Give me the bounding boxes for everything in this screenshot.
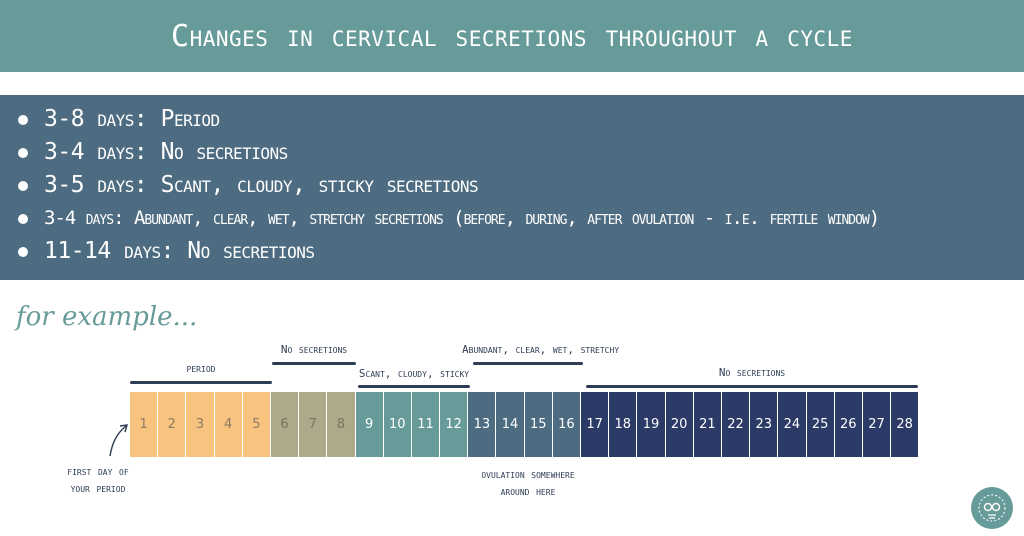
title-banner: Changes in cervical secretions throughou… [0,0,1024,72]
cycle-day-17: 17 [581,392,609,457]
cycle-day-7: 7 [299,392,327,457]
curved-arrow-icon [109,424,128,457]
cycle-day-2: 2 [158,392,186,457]
bullet-dot [18,213,28,224]
cycle-day-27: 27 [862,392,891,457]
page-title: Changes in cervical secretions throughou… [171,18,853,54]
cycle-day-6: 6 [270,392,299,457]
lightbulb-owl-logo-icon [971,487,1013,529]
example-heading: for example... [16,302,198,332]
cycle-day-22: 22 [721,392,750,457]
ovulation-note: ovulation somewhere around here [481,468,575,498]
cycle-day-15: 15 [524,392,552,457]
summary-panel: 3-8 days: Period 3-4 days: No secretions… [0,95,1024,280]
cycle-day-16: 16 [552,392,580,457]
phase-bar-abundant [473,362,583,365]
cycle-day-21: 21 [693,392,721,457]
phase-label-abundant: Abundant, clear, wet, stretchy [462,343,620,356]
cycle-day-9: 9 [355,392,383,457]
summary-item-text: 3-8 days: Period [44,106,220,132]
phase-bar-no-secretions-early [272,362,356,365]
cycle-day-1: 1 [130,392,158,457]
cycle-day-8: 8 [327,392,355,457]
cycle-day-11: 11 [411,392,440,457]
summary-item-text: 3-4 days: No secretions [44,139,288,165]
bullet-dot [18,246,28,257]
bullet-dot [18,147,28,158]
cycle-day-25: 25 [806,392,834,457]
cycle-day-strip: 1 2 3 4 5 6 7 8 9 10 11 12 13 14 15 16 17 18 19 20 21 22 23 24 2… [130,392,919,457]
summary-item-abundant: 3-4 days: Abundant, clear, wet, stretchy… [18,202,1024,235]
first-day-note: first day of your period [67,465,129,495]
cycle-day-26: 26 [834,392,862,457]
bullet-dot [18,114,28,125]
phase-bar-no-secretions-late [586,385,918,388]
phase-bar-period [130,381,272,384]
cycle-day-19: 19 [637,392,665,457]
cycle-day-28: 28 [891,392,919,457]
cycle-day-3: 3 [186,392,214,457]
cycle-day-13: 13 [468,392,496,457]
phase-label-period: period [186,362,216,375]
summary-item-no-secretions-late: 11-14 days: No secretions [18,235,1024,268]
cycle-day-23: 23 [750,392,778,457]
cycle-day-18: 18 [609,392,637,457]
summary-item-no-secretions: 3-4 days: No secretions [18,136,1024,169]
summary-item-scant: 3-5 days: Scant, cloudy, sticky secretio… [18,169,1024,202]
cycle-day-5: 5 [242,392,270,457]
cycle-day-12: 12 [440,392,468,457]
summary-item-text: 11-14 days: No secretions [44,238,315,264]
cycle-day-4: 4 [214,392,242,457]
cycle-day-10: 10 [383,392,411,457]
cycle-day-24: 24 [778,392,806,457]
summary-item-text: 3-5 days: Scant, cloudy, sticky secretio… [44,172,479,198]
phase-bar-scant [358,385,470,388]
summary-item-period: 3-8 days: Period [18,103,1024,136]
phase-label-no-secretions-late: No secretions [718,366,786,379]
phase-label-no-secretions-early: No secretions [280,343,348,356]
summary-list: 3-8 days: Period 3-4 days: No secretions… [0,95,1024,268]
bullet-dot [18,180,28,191]
summary-item-text: 3-4 days: Abundant, clear, wet, stretchy… [44,207,880,229]
cycle-day-14: 14 [496,392,524,457]
phase-label-scant: Scant, cloudy, sticky [358,367,470,380]
cycle-day-20: 20 [665,392,693,457]
